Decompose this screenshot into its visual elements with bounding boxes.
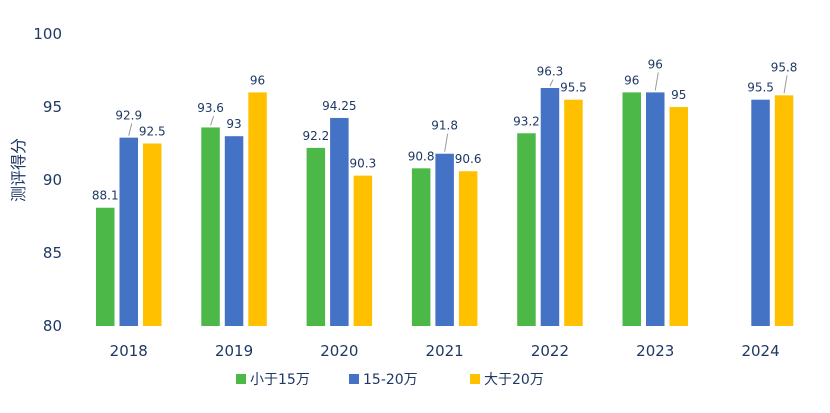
x-tick-label: 2024 [741,342,779,360]
data-label: 96 [624,73,639,87]
bar [201,127,220,326]
legend-swatch [470,374,480,384]
data-label: 91.8 [431,119,458,133]
data-label: 95.8 [771,60,798,74]
y-tick-label: 85 [43,244,62,262]
legend: 小于15万 15-20万 大于20万 [236,372,544,388]
bar [564,99,583,326]
x-tick-label: 2019 [215,342,253,360]
bar [143,143,162,326]
y-tick-label: 80 [43,317,62,335]
x-tick-label: 2022 [531,342,569,360]
data-label-leader [128,123,133,136]
data-label: 96 [648,57,663,71]
bar [224,136,244,326]
bar [669,107,688,326]
bar [353,175,373,326]
bars-layer [96,88,794,327]
data-label: 96 [250,73,265,87]
bar [646,92,665,327]
bar [751,99,770,326]
data-label: 93.2 [513,114,540,128]
data-label: 95.5 [560,81,587,95]
bar [622,92,641,327]
data-label: 90.6 [455,152,482,166]
data-label: 92.5 [139,125,166,139]
data-label: 95.5 [747,81,774,95]
y-tick-label: 95 [43,98,62,116]
data-label: 92.2 [302,129,329,143]
data-label-leader [549,79,554,87]
bar [96,207,115,326]
data-label: 96.3 [537,65,564,79]
x-tick-label: 2021 [426,342,464,360]
y-tick-label: 100 [33,25,62,43]
bar [119,137,138,326]
x-tick-label: 2018 [110,342,148,360]
x-tick-label: 2023 [636,342,674,360]
data-label: 92.9 [115,109,142,123]
x-axis-ticks: 2018 2019 2020 2021 2022 2023 2024 [110,342,780,360]
data-label-leader [210,116,215,126]
data-label: 94.25 [322,99,356,113]
data-label: 90.3 [349,157,376,171]
legend-label: 小于15万 [250,372,310,388]
legend-swatch [349,374,359,384]
bar [411,168,431,326]
y-axis-ticks: 80 85 90 95 100 [33,25,62,335]
data-label-leader [444,133,449,152]
bar [517,133,536,326]
bar [540,88,560,327]
bar [306,147,326,326]
x-tick-label: 2020 [320,342,358,360]
bar [774,95,794,326]
bar [435,153,454,326]
data-label: 93.6 [197,101,224,115]
data-label-leader [783,75,788,94]
bar [458,171,478,326]
data-label: 93 [226,117,241,131]
legend-swatch [236,374,246,384]
bar [248,92,267,327]
legend-label: 大于20万 [484,372,544,388]
data-label: 88.1 [92,189,119,203]
legend-label: 15-20万 [363,372,418,388]
y-axis-label: 测评得分 [9,138,28,202]
data-label-leader [654,72,659,91]
bar [330,117,349,326]
data-labels-layer: 88.1 92.9 92.5 93.693 96 92.2 94.25 90.3 90.8 91.… [92,57,798,202]
y-tick-label: 90 [43,171,62,189]
data-label: 90.8 [408,149,435,163]
data-label: 95 [671,88,686,102]
